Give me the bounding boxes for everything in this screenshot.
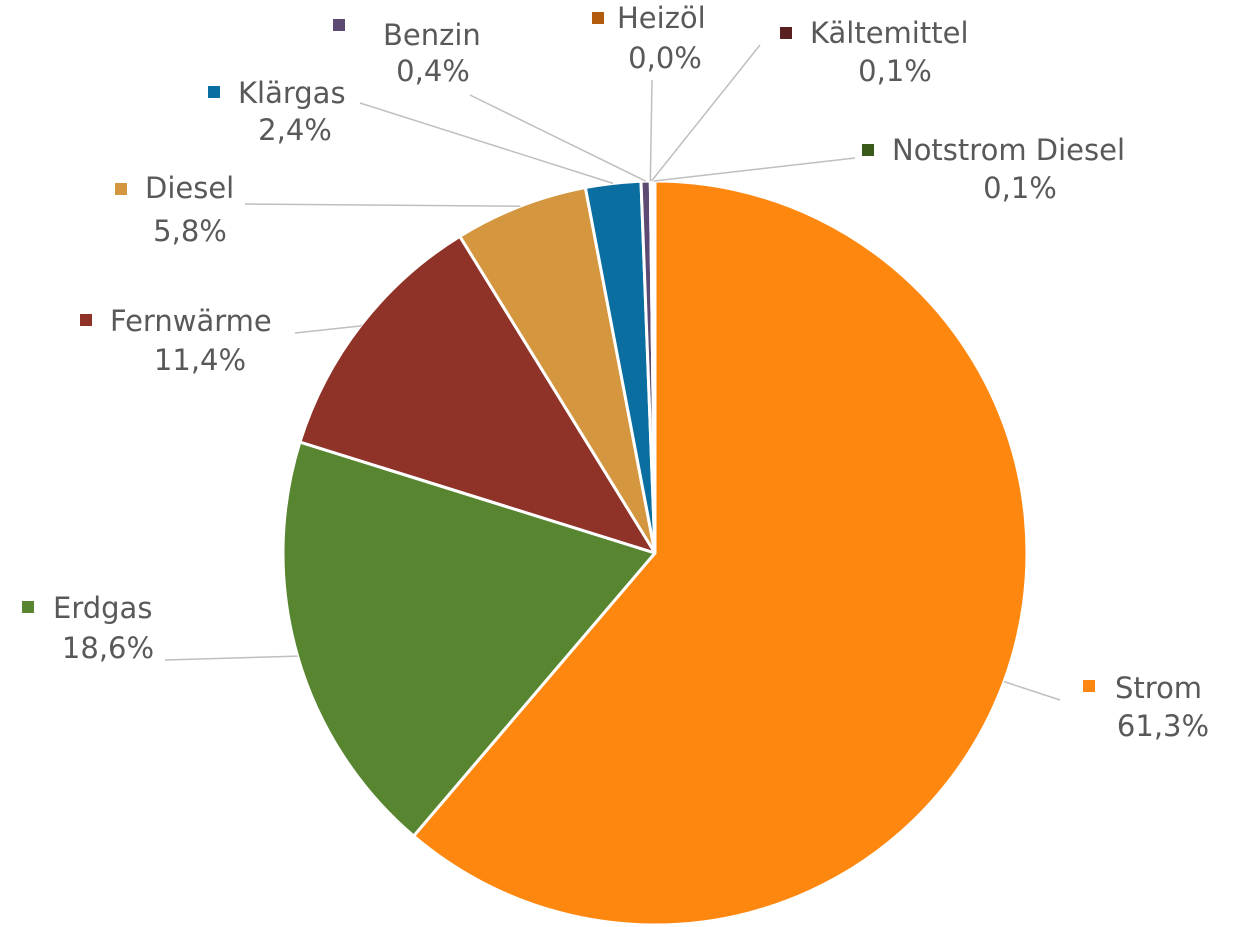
- legend-marker: [862, 144, 874, 156]
- slice-value: 0,0%: [628, 41, 702, 75]
- legend-marker: [1083, 680, 1095, 692]
- leader-line: [294, 324, 362, 334]
- slice-label: Heizöl: [617, 1, 706, 35]
- slice-label: Fernwärme: [110, 304, 272, 338]
- slice-value: 0,1%: [858, 54, 932, 88]
- leader-line: [164, 655, 298, 661]
- leader-line: [1003, 680, 1061, 701]
- leader-line: [359, 102, 614, 185]
- legend-marker: [80, 314, 92, 326]
- slice-value: 11,4%: [154, 343, 246, 377]
- slice-value: 0,1%: [983, 171, 1057, 205]
- slice-value: 5,8%: [153, 214, 227, 248]
- slice-label: Klärgas: [238, 76, 346, 110]
- legend-marker: [592, 12, 604, 24]
- slice-label: Kältemittel: [810, 16, 969, 50]
- leader-line: [244, 203, 521, 207]
- leader-line: [469, 94, 646, 182]
- pie-slice: [412, 179, 1029, 927]
- slice-value: 2,4%: [258, 113, 332, 147]
- legend-marker: [208, 86, 220, 98]
- slice-label: Strom: [1115, 671, 1202, 705]
- legend-marker: [22, 601, 34, 613]
- legend-marker: [115, 183, 127, 195]
- pie-slice: [458, 186, 657, 555]
- slice-label: Diesel: [145, 171, 234, 205]
- leader-line: [650, 44, 761, 182]
- pie-slice: [298, 234, 657, 555]
- slice-value: 18,6%: [62, 631, 154, 665]
- slice-label: Notstrom Diesel: [892, 133, 1125, 167]
- legend-marker: [780, 27, 792, 39]
- slice-value: 61,3%: [1117, 709, 1209, 743]
- leader-line: [649, 79, 653, 182]
- slice-label: Benzin: [383, 18, 481, 52]
- slice-label: Erdgas: [53, 591, 152, 625]
- legend-marker: [333, 19, 345, 31]
- leader-line: [653, 157, 856, 182]
- slice-value: 0,4%: [396, 54, 470, 88]
